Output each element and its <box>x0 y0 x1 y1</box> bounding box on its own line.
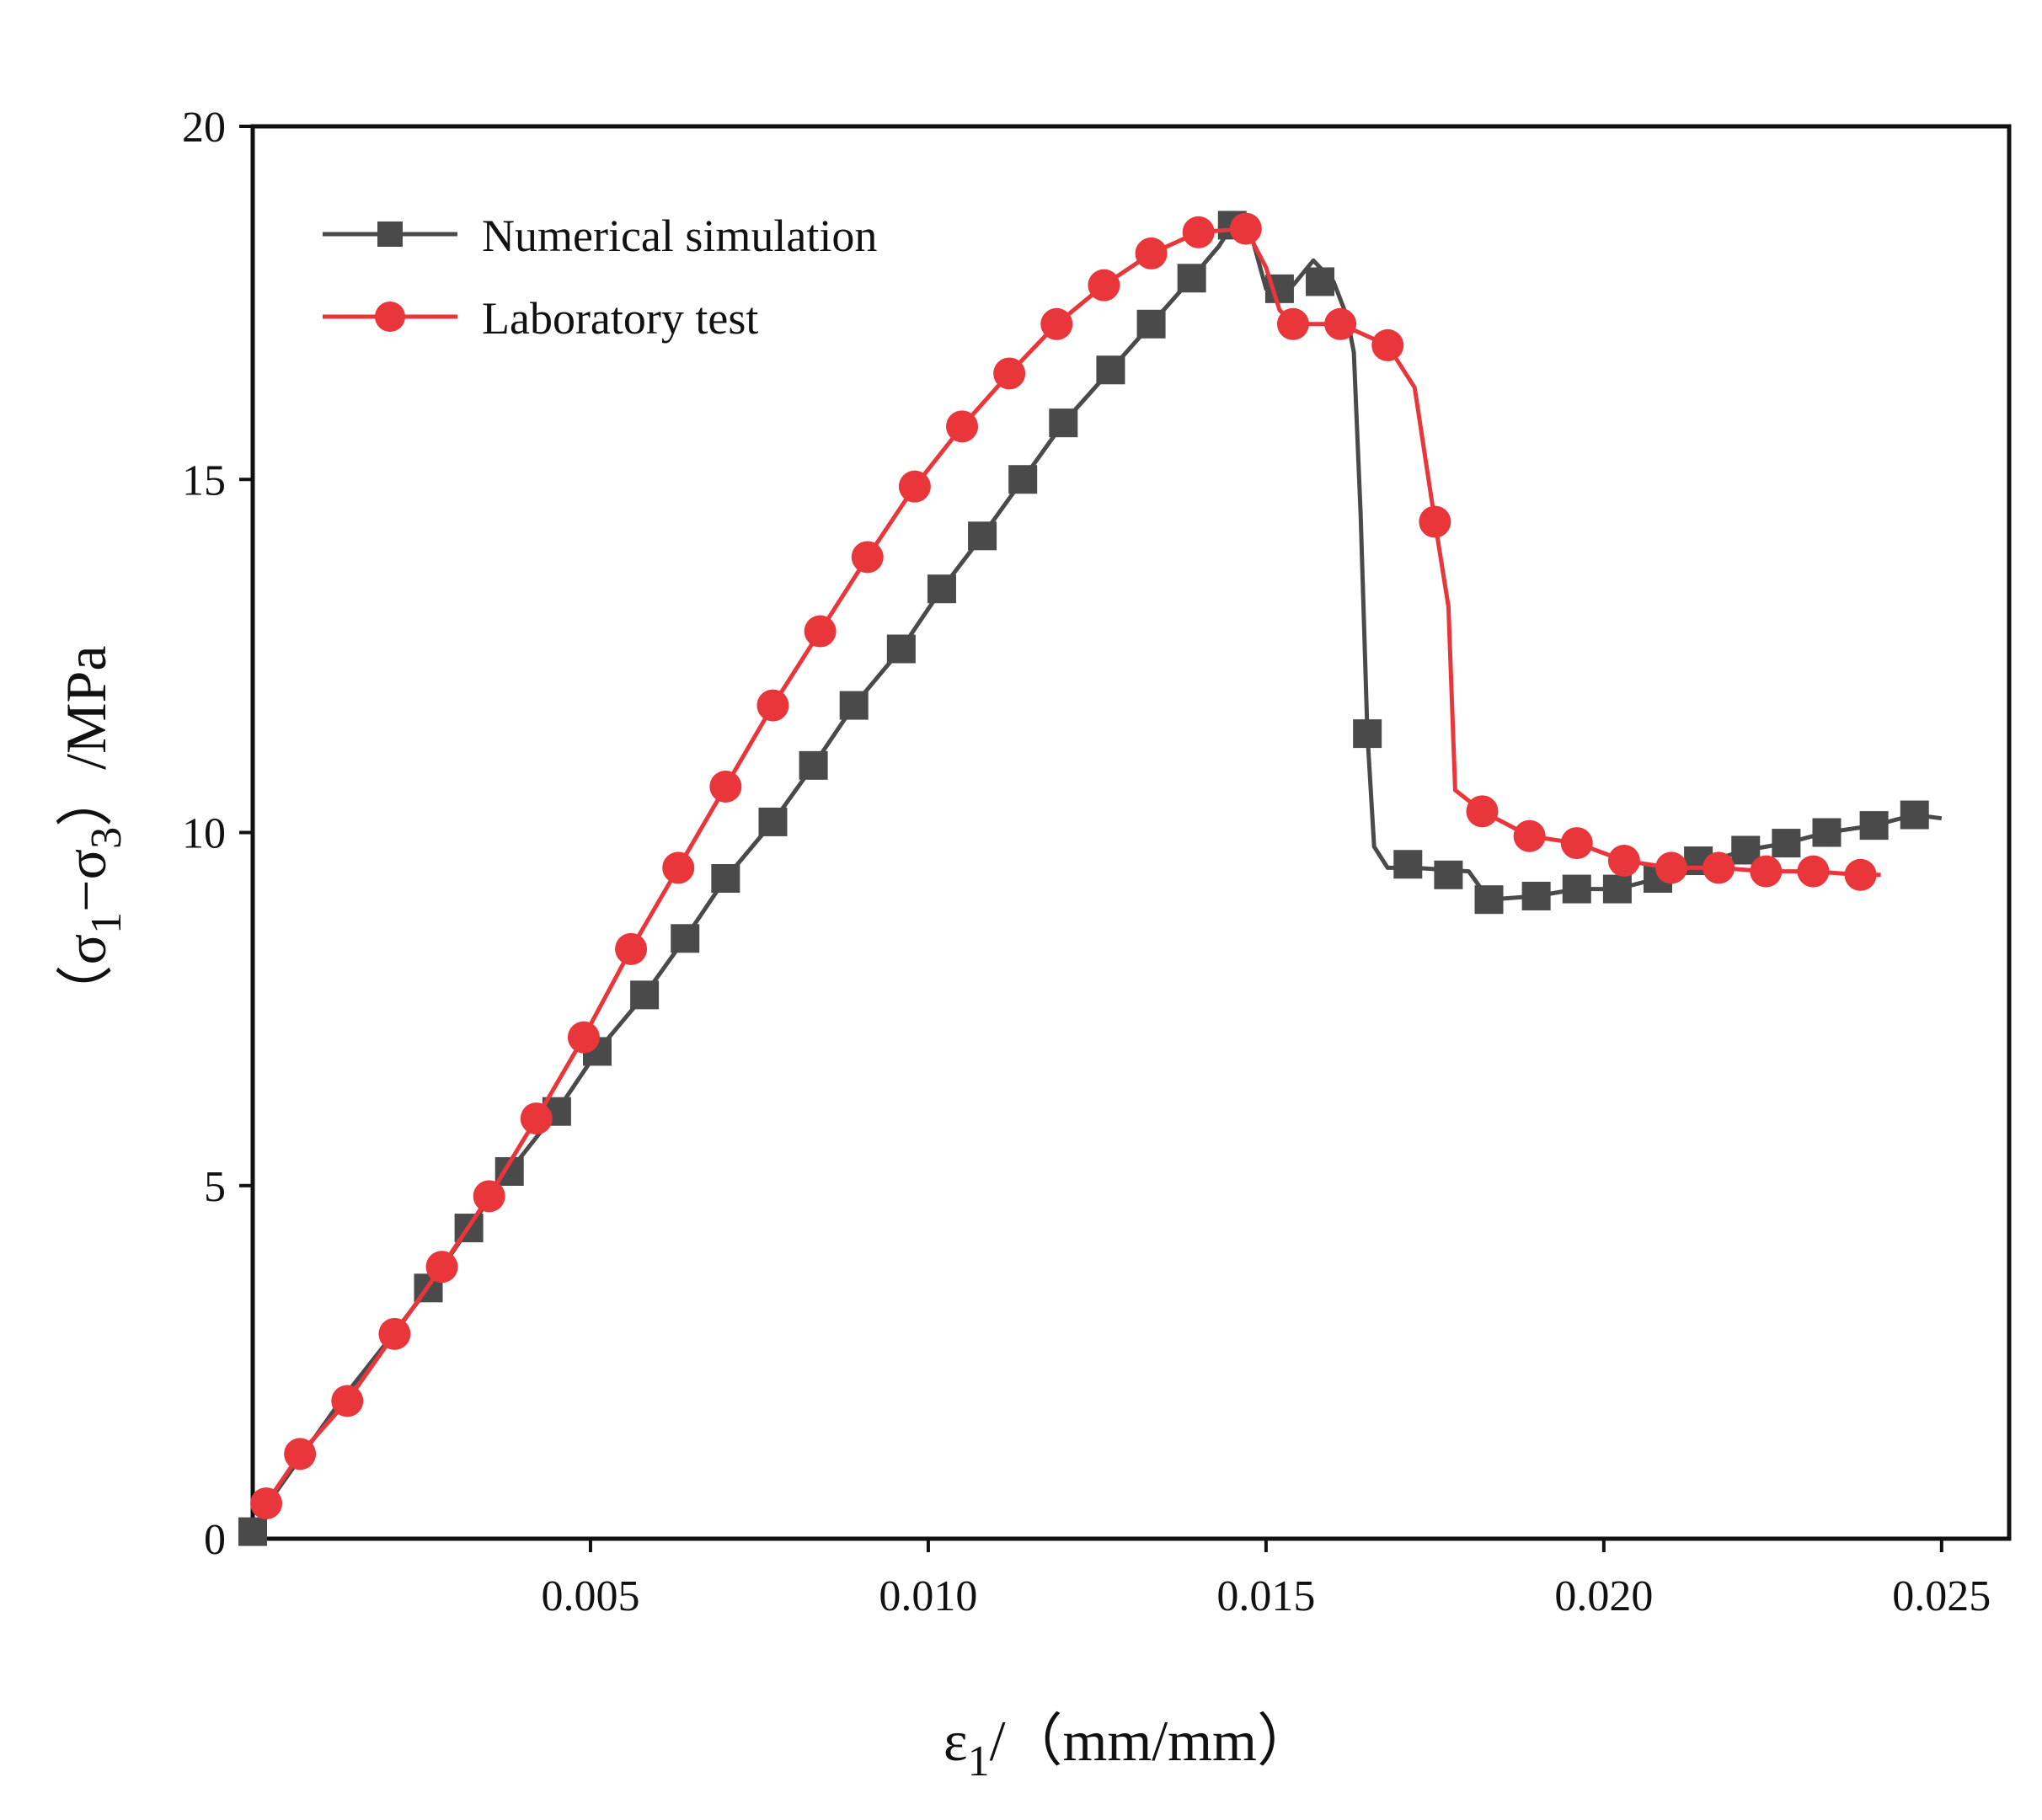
data-point <box>1182 216 1215 248</box>
data-point <box>1049 408 1078 438</box>
data-point <box>886 634 916 664</box>
data-point <box>1474 885 1504 915</box>
data-point <box>1859 811 1889 841</box>
data-point <box>898 470 931 503</box>
y-tick-label: 10 <box>182 810 226 858</box>
data-point <box>1393 850 1423 879</box>
data-point <box>709 770 742 803</box>
data-point <box>250 1487 283 1520</box>
legend-swatch-numerical-marker <box>377 221 403 247</box>
data-point <box>711 864 740 894</box>
data-point <box>238 1517 267 1546</box>
data-point <box>1844 858 1877 891</box>
data-point <box>839 691 869 720</box>
data-point <box>671 924 700 953</box>
data-point <box>1306 267 1335 296</box>
data-point <box>1562 874 1591 904</box>
data-point <box>615 932 648 965</box>
data-point <box>1466 795 1499 828</box>
data-point <box>630 980 660 1010</box>
data-point <box>1136 309 1166 339</box>
data-point <box>1560 827 1593 860</box>
data-point <box>1096 355 1125 385</box>
data-point <box>946 410 979 443</box>
data-point <box>284 1438 317 1470</box>
data-point <box>1434 860 1463 889</box>
data-point <box>1900 800 1929 830</box>
x-tick-label: 0.010 <box>879 1572 977 1620</box>
legend-swatch-laboratory-marker <box>375 302 405 332</box>
data-point <box>1521 881 1551 910</box>
data-point <box>1177 264 1206 293</box>
series-1 <box>250 212 1881 1520</box>
data-point <box>804 615 837 648</box>
legend-label-laboratory-test: Laboratory test <box>482 293 758 344</box>
y-tick-label: 5 <box>204 1163 226 1211</box>
data-point <box>756 689 789 722</box>
data-point <box>1607 845 1640 878</box>
data-point <box>1088 269 1120 302</box>
data-point <box>1276 307 1309 340</box>
data-point <box>567 1021 600 1054</box>
data-point <box>331 1385 364 1417</box>
x-tick-label: 0.020 <box>1554 1572 1653 1620</box>
legend: Numerical simulation Laboratory test <box>323 211 877 344</box>
data-point <box>473 1180 505 1213</box>
series-layer <box>238 211 1943 1546</box>
data-point <box>662 851 695 884</box>
plot-area <box>250 124 2012 1541</box>
data-point <box>1812 818 1842 847</box>
data-point <box>1772 829 1801 858</box>
x-tick-label: 0.025 <box>1892 1572 1991 1620</box>
y-tick-label: 15 <box>182 456 226 504</box>
data-point <box>1040 307 1073 340</box>
data-point <box>1008 465 1038 494</box>
data-point <box>1419 505 1451 538</box>
legend-label-numerical-simulation: Numerical simulation <box>482 211 877 261</box>
data-point <box>378 1317 411 1350</box>
x-tick-label: 0.005 <box>541 1572 639 1620</box>
data-point <box>425 1251 458 1284</box>
data-point <box>1602 874 1632 904</box>
data-point <box>968 521 997 551</box>
data-point <box>520 1102 553 1135</box>
data-point <box>1353 719 1382 749</box>
data-point <box>1371 328 1404 361</box>
data-point <box>1703 851 1735 884</box>
data-point <box>927 574 956 604</box>
data-point <box>799 750 828 780</box>
data-point <box>1324 307 1357 340</box>
x-axis: 0.005 0.010 0.015 0.020 0.025 <box>541 1539 1991 1620</box>
data-point <box>1655 851 1688 884</box>
y-tick-label: 0 <box>204 1516 226 1564</box>
data-point <box>1797 855 1830 888</box>
data-point <box>1750 855 1783 888</box>
y-axis: 0 5 10 15 20 <box>182 104 253 1564</box>
data-point <box>758 807 788 836</box>
x-tick-label: 0.015 <box>1216 1572 1315 1620</box>
data-point <box>993 357 1026 390</box>
y-tick-label: 20 <box>182 104 226 152</box>
y-axis-title: （σ1−σ3）/MPa <box>54 645 131 1022</box>
data-point <box>851 541 884 574</box>
data-point <box>1135 237 1168 270</box>
data-point <box>1229 212 1262 245</box>
x-axis-title: ε1/（mm/mm） <box>943 1709 1314 1785</box>
data-point <box>1513 819 1546 852</box>
